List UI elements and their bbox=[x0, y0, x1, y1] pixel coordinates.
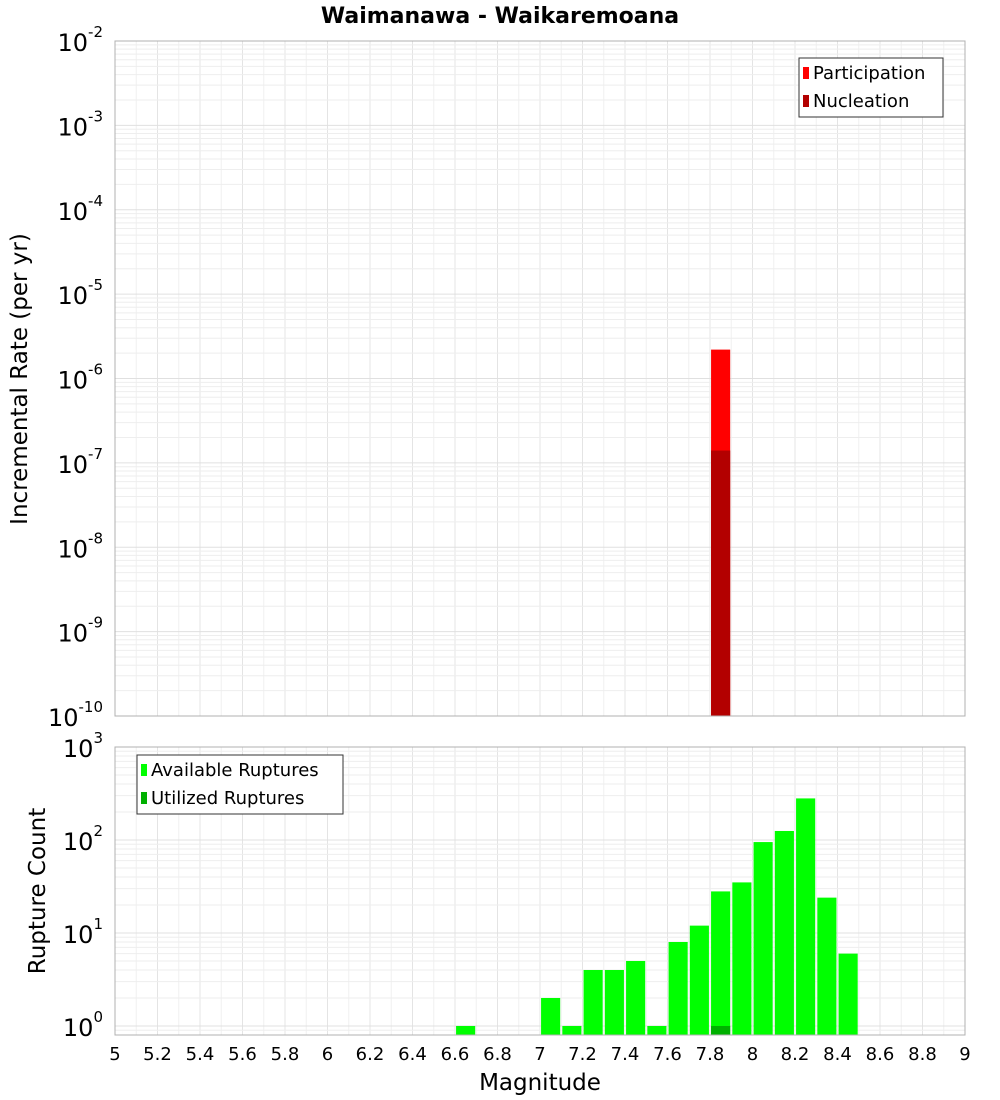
rate-y-tick-label: 10-3 bbox=[57, 107, 103, 141]
count-plot-border bbox=[114, 746, 966, 1036]
x-tick-label: 5.6 bbox=[228, 1044, 257, 1065]
count-bar bbox=[817, 897, 837, 1035]
rate-y-tick-label: 10-9 bbox=[57, 614, 103, 648]
x-tick-label: 5.4 bbox=[186, 1044, 215, 1065]
rate-y-tick-label: 10-7 bbox=[57, 445, 103, 479]
x-tick-label: 6.6 bbox=[441, 1044, 470, 1065]
count-bar bbox=[668, 942, 688, 1035]
count-bar bbox=[583, 969, 603, 1035]
rate-grid bbox=[114, 40, 966, 717]
rate-plot-border bbox=[114, 40, 966, 717]
x-tick-label: 8.4 bbox=[823, 1044, 852, 1065]
x-tick-label: 6.4 bbox=[398, 1044, 427, 1065]
x-axis-label: Magnitude bbox=[479, 1070, 601, 1096]
x-tick-label: 7.6 bbox=[653, 1044, 682, 1065]
x-tick-label: 6.2 bbox=[356, 1044, 385, 1065]
count-bar bbox=[647, 1025, 667, 1035]
x-tick-label: 8.8 bbox=[908, 1044, 937, 1065]
rate-y-tick-label: 10-4 bbox=[57, 192, 103, 226]
rate-plot: 10-10 10-9 10-8 10-7 10-6 10-5 10-4 10-3 10-2 Par… bbox=[48, 23, 966, 732]
rate-series-1 bbox=[711, 450, 731, 716]
x-tick-label: 5 bbox=[109, 1044, 120, 1065]
rate-y-tick-label: 10-8 bbox=[57, 529, 103, 563]
rate-y-tick-label: 10-2 bbox=[57, 23, 103, 57]
count-y-tick-label: 102 bbox=[63, 822, 103, 856]
count-bar bbox=[689, 925, 709, 1035]
count-bar bbox=[711, 891, 731, 1035]
x-tick-label: 8.2 bbox=[781, 1044, 810, 1065]
x-tick-label: 9 bbox=[959, 1044, 970, 1065]
rate-y-tick-label: 10-6 bbox=[57, 361, 103, 395]
x-tick-label: 8.6 bbox=[866, 1044, 895, 1065]
rate-legend-swatch bbox=[803, 95, 809, 107]
x-tick-label: 7.4 bbox=[611, 1044, 640, 1065]
count-bar bbox=[562, 1025, 582, 1035]
count-y-axis-label: Rupture Count bbox=[25, 808, 51, 974]
count-series-1 bbox=[711, 1025, 731, 1035]
count-bar bbox=[796, 798, 816, 1035]
count-bar bbox=[626, 960, 646, 1035]
chart-title: Waimanawa - Waikaremoana bbox=[321, 4, 679, 29]
count-bar bbox=[732, 882, 752, 1035]
count-bar bbox=[774, 830, 794, 1035]
count-y-tick-label: 103 bbox=[63, 729, 103, 763]
count-legend-label: Available Ruptures bbox=[151, 760, 319, 781]
x-tick-label: 7.8 bbox=[696, 1044, 725, 1065]
rate-y-axis-label: Incremental Rate (per yr) bbox=[7, 233, 33, 525]
count-legend-label: Utilized Ruptures bbox=[151, 788, 304, 809]
count-legend-swatch bbox=[141, 764, 147, 776]
count-y-tick-label: 100 bbox=[63, 1008, 103, 1042]
rate-y-tick-label: 10-10 bbox=[48, 698, 103, 732]
rate-legend: Participation Nucleation bbox=[798, 57, 944, 118]
rate-bar bbox=[711, 450, 731, 716]
x-tick-label: 7.2 bbox=[568, 1044, 597, 1065]
rate-legend-label: Nucleation bbox=[813, 91, 909, 112]
x-tick-label: 6 bbox=[322, 1044, 333, 1065]
count-bar bbox=[838, 953, 858, 1035]
count-bar bbox=[604, 969, 624, 1035]
count-legend-swatch bbox=[141, 792, 147, 804]
count-series-0 bbox=[456, 798, 858, 1035]
rate-legend-swatch bbox=[803, 67, 809, 79]
x-tick-label: 5.8 bbox=[271, 1044, 300, 1065]
x-tick-label: 7 bbox=[534, 1044, 545, 1065]
count-legend: Available Ruptures Utilized Ruptures bbox=[136, 754, 344, 815]
count-y-tick-label: 101 bbox=[63, 915, 103, 949]
x-tick-label: 5.2 bbox=[143, 1044, 172, 1065]
x-tick-label: 6.8 bbox=[483, 1044, 512, 1065]
count-bar bbox=[456, 1025, 476, 1035]
count-plot: 100 101 102 103 Available Ruptures Utilized R… bbox=[63, 729, 971, 1065]
count-bar bbox=[753, 842, 773, 1035]
count-bar bbox=[541, 997, 561, 1035]
x-tick-label: 8 bbox=[747, 1044, 758, 1065]
rate-y-tick-label: 10-5 bbox=[57, 276, 103, 310]
rate-legend-label: Participation bbox=[813, 63, 925, 84]
count-bar bbox=[711, 1025, 731, 1035]
